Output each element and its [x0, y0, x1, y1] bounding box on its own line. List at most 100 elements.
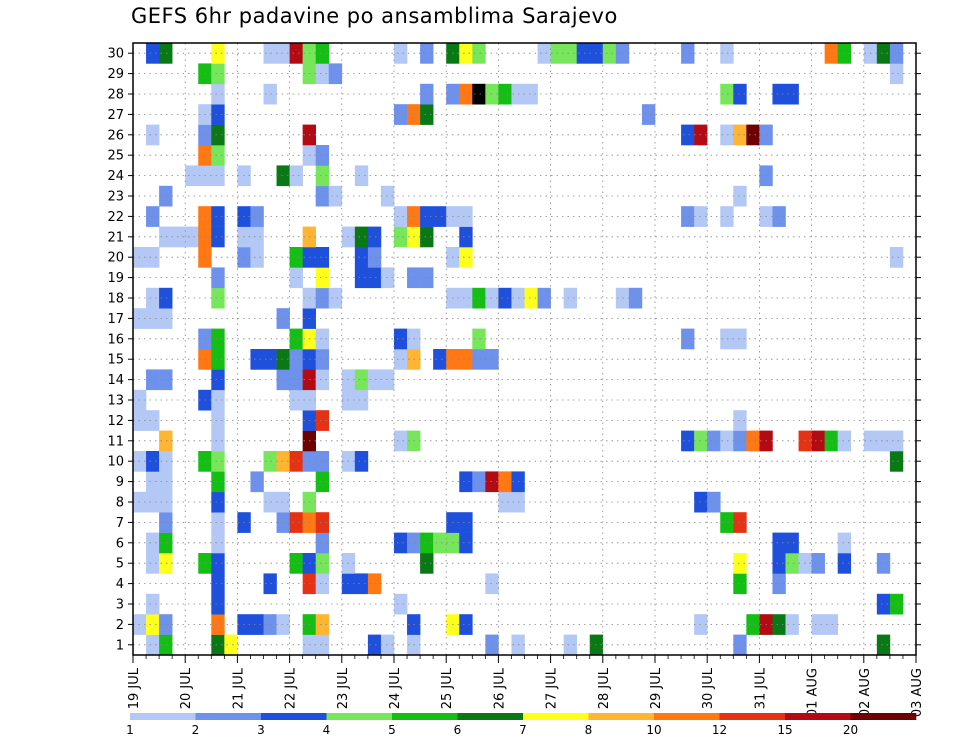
heatmap-cell: [837, 43, 852, 64]
heatmap-cell: [263, 614, 277, 635]
x-tick-label: 02 AUG: [858, 668, 873, 717]
heatmap-cell: [433, 349, 447, 370]
heatmap-cell: [394, 349, 408, 370]
heatmap-cell: [159, 430, 173, 452]
colorbar-swatch: [130, 713, 196, 720]
heatmap-cell: [276, 349, 290, 370]
heatmap-cell: [315, 287, 330, 309]
heatmap-cell: [524, 83, 538, 105]
heatmap-cell: [472, 287, 486, 309]
heatmap-cell: [472, 328, 486, 350]
heatmap-cell: [250, 206, 264, 227]
heatmap-cell: [315, 145, 330, 166]
heatmap-cell: [472, 43, 486, 64]
heatmap-cell: [146, 614, 160, 635]
heatmap-cell: [394, 532, 408, 554]
heatmap-cell: [876, 43, 891, 64]
heatmap-cell: [420, 83, 434, 105]
heatmap-cell: [498, 471, 512, 493]
x-tick-label: 01 AUG: [806, 668, 821, 717]
heatmap-cell: [746, 430, 760, 452]
heatmap-cell: [720, 124, 734, 146]
heatmap-cell: [172, 226, 186, 248]
heatmap-cell: [276, 451, 290, 472]
heatmap-cell: [159, 185, 173, 207]
heatmap-cell: [276, 369, 290, 391]
heatmap-cell: [263, 451, 277, 472]
x-tick-label: 22 JUL: [284, 667, 299, 709]
y-tick-label: 12: [107, 414, 124, 429]
heatmap-cell: [367, 226, 382, 248]
heatmap-cell: [876, 553, 891, 574]
heatmap-cell: [459, 43, 473, 64]
heatmap-cell: [380, 634, 395, 656]
heatmap-cell: [354, 451, 369, 472]
y-tick-label: 17: [107, 312, 124, 327]
heatmap-cell: [146, 634, 160, 656]
heatmap-cell: [837, 430, 852, 452]
y-tick-label: 5: [116, 557, 124, 572]
heatmap-cell: [211, 145, 225, 166]
heatmap-cell: [211, 593, 225, 615]
heatmap-cell: [772, 83, 786, 105]
heatmap-cell: [876, 634, 891, 656]
heatmap-cell: [146, 491, 160, 513]
heatmap-cell: [537, 43, 551, 64]
heatmap-cell: [420, 267, 434, 289]
y-tick-label: 18: [107, 292, 124, 307]
heatmap-cell: [250, 349, 264, 370]
heatmap-cell: [224, 634, 238, 656]
heatmap-cell: [459, 471, 473, 493]
heatmap-cell: [211, 226, 225, 248]
heatmap-cell: [315, 369, 330, 391]
y-tick-label: 2: [116, 618, 124, 633]
heatmap-cell: [459, 206, 473, 227]
heatmap-cell: [707, 491, 721, 513]
y-tick-label: 16: [107, 332, 124, 347]
heatmap-cell: [159, 532, 173, 554]
heatmap-cell: [289, 247, 303, 268]
heatmap-cell: [459, 247, 473, 268]
colorbar-swatch: [850, 713, 917, 720]
heatmap-cell: [772, 573, 786, 595]
heatmap-cell: [185, 226, 199, 248]
heatmap-cell: [394, 593, 408, 615]
heatmap-cell: [263, 491, 277, 513]
heatmap-cell: [459, 532, 473, 554]
colorbar-label: 20: [843, 723, 858, 737]
heatmap-cell: [289, 43, 303, 64]
colorbar-label: 12: [712, 723, 727, 737]
heatmap-cell: [315, 451, 330, 472]
heatmap-cell: [315, 614, 330, 635]
heatmap-cell: [472, 349, 486, 370]
colorbar-label: 5: [388, 723, 396, 737]
heatmap-cell: [733, 83, 747, 105]
heatmap-cell: [394, 104, 408, 125]
heatmap-cell: [211, 83, 225, 105]
heatmap-cell: [159, 491, 173, 513]
heatmap-cell: [720, 512, 734, 533]
heatmap-cell: [824, 430, 838, 452]
heatmap-cell: [485, 573, 499, 595]
heatmap-cell: [159, 614, 173, 635]
y-tick-label: 7: [116, 516, 124, 531]
heatmap-cell: [733, 185, 747, 207]
y-tick-label: 30: [107, 47, 124, 62]
heatmap-cell: [472, 471, 486, 493]
y-tick-label: 28: [107, 88, 124, 103]
x-tick-label: 29 JUL: [649, 667, 664, 709]
heatmap-cell: [289, 165, 303, 187]
y-tick-label: 29: [107, 67, 124, 82]
heatmap-cell: [433, 206, 447, 227]
y-tick-label: 4: [116, 577, 124, 592]
heatmap-cell: [889, 247, 904, 268]
heatmap-cell: [211, 165, 225, 187]
heatmap-cell: [211, 451, 225, 472]
y-tick-label: 27: [107, 108, 124, 123]
heatmap-cell: [367, 267, 382, 289]
heatmap-cell: [211, 634, 225, 656]
x-tick-label: 26 JUL: [492, 667, 507, 709]
colorbar-label: 7: [519, 723, 527, 737]
heatmap-cell: [315, 328, 330, 350]
heatmap-cell: [563, 634, 577, 656]
